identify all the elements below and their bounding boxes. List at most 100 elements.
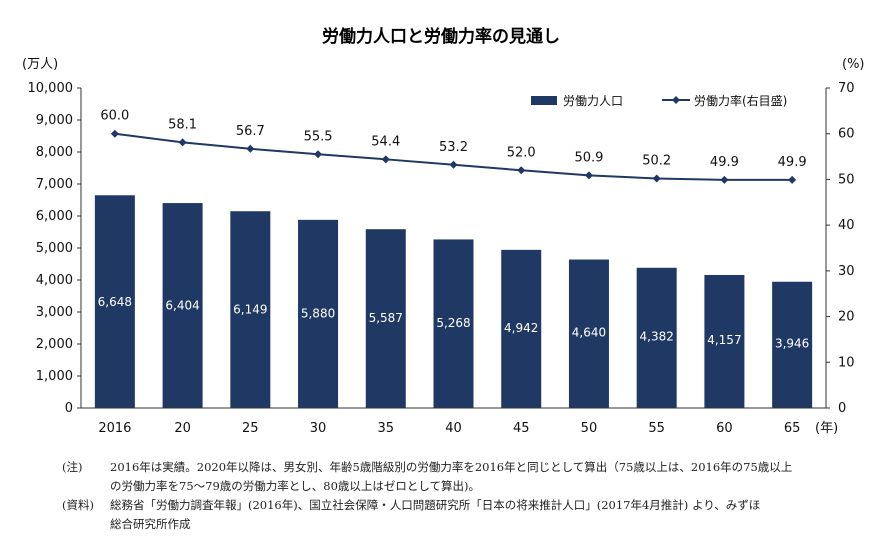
- bar-value-label: 5,880: [301, 307, 335, 321]
- note-body: 2016年は実績。2020年以降は、男女別、年齢5歳階級別の労働力率を2016年…: [110, 458, 862, 496]
- line-value-label: 49.9: [778, 155, 807, 170]
- line-value-label: 50.9: [574, 150, 603, 165]
- footnotes: (注) 2016年は実績。2020年以降は、男女別、年齢5歳階級別の労働力率を2…: [62, 458, 862, 534]
- line-value-label: 55.5: [304, 129, 333, 144]
- x-tick-label: 35: [377, 421, 394, 436]
- bar: [704, 274, 745, 408]
- right-tick-label: 30: [838, 264, 855, 279]
- x-tick-label: 40: [445, 421, 462, 436]
- line-value-label: 50.2: [642, 154, 671, 169]
- legend-line-label: 労働力率(右目盛): [694, 93, 787, 108]
- left-tick-label: 4,000: [36, 273, 73, 288]
- x-axis-unit: (年): [815, 421, 838, 436]
- line-value-label: 53.2: [439, 140, 468, 155]
- line-value-label: 54.4: [371, 134, 400, 149]
- bar-value-label: 4,382: [640, 330, 674, 344]
- x-tick-label: 55: [648, 421, 665, 436]
- bar-value-label: 5,587: [369, 311, 403, 325]
- x-tick-label: 50: [581, 421, 598, 436]
- line-marker: [381, 155, 390, 164]
- bar-data-labels: 6,648 6,404 6,149 5,880 5,587 5,268 4,942 4,640…: [98, 295, 810, 351]
- line-value-label: 60.0: [100, 109, 129, 124]
- source-row: (資料) 総務省「労働力調査年報」(2016年)、国立社会保障・人口問題研究所「…: [62, 496, 862, 534]
- line-marker: [584, 171, 593, 180]
- x-tick-label: 45: [513, 421, 530, 436]
- source-line: 総務省「労働力調査年報」(2016年)、国立社会保障・人口問題研究所「日本の将来…: [110, 498, 761, 512]
- legend: 労働力人口 労働力率(右目盛): [531, 93, 787, 108]
- x-tick-label: 20: [174, 421, 191, 436]
- bar: [230, 211, 271, 408]
- bar: [772, 281, 813, 408]
- x-tick-label: 30: [310, 421, 327, 436]
- left-tick-label: 8,000: [36, 145, 73, 160]
- line-value-label: 52.0: [507, 145, 536, 160]
- bar: [636, 267, 677, 408]
- right-axis-ticks: 70 60 50 40 30 20 10 0: [826, 81, 855, 416]
- line-marker: [720, 175, 729, 184]
- line-value-label: 58.1: [168, 117, 197, 132]
- line-marker: [449, 160, 458, 169]
- source-line: 総合研究所作成: [110, 517, 191, 531]
- right-tick-label: 40: [838, 218, 855, 233]
- right-tick-label: 60: [838, 127, 855, 142]
- note-line: 2016年は実績。2020年以降は、男女別、年齢5歳階級別の労働力率を2016年…: [110, 460, 793, 474]
- bar: [298, 219, 339, 408]
- left-tick-label: 0: [65, 401, 73, 416]
- x-axis-ticks: 2016 20 25 30 35 40 45 50 55 60 65: [98, 421, 800, 436]
- bar: [433, 239, 474, 408]
- right-axis-unit: (%): [842, 57, 865, 72]
- left-tick-label: 1,000: [36, 369, 73, 384]
- source-head: (資料): [62, 498, 94, 512]
- left-tick-label: 9,000: [36, 113, 73, 128]
- line-marker: [110, 129, 119, 138]
- x-tick-label: 2016: [98, 421, 131, 436]
- bar-value-label: 5,268: [436, 316, 470, 330]
- line-marker: [652, 174, 661, 183]
- left-tick-label: 3,000: [36, 305, 73, 320]
- left-tick-label: 10,000: [28, 81, 74, 96]
- x-tick-label: 60: [716, 421, 733, 436]
- bar-value-label: 4,157: [707, 333, 741, 347]
- line-marker: [517, 166, 526, 175]
- legend-line-marker: [672, 96, 680, 104]
- left-tick-label: 6,000: [36, 209, 73, 224]
- line-value-label: 56.7: [236, 124, 265, 139]
- note-head: (注): [62, 460, 83, 474]
- line-value-label: 49.9: [710, 155, 739, 170]
- right-tick-label: 20: [838, 310, 855, 325]
- left-axis-ticks: 10,000 9,000 8,000 7,000 6,000 5,000 4,000 3,00…: [28, 81, 81, 416]
- line-series: [110, 129, 797, 184]
- x-tick-label: 65: [784, 421, 801, 436]
- bar-value-label: 6,404: [165, 299, 199, 313]
- bar: [94, 195, 135, 408]
- left-axis-unit: (万人): [22, 57, 58, 72]
- left-tick-label: 7,000: [36, 177, 73, 192]
- legend-bar-swatch: [531, 96, 557, 105]
- bar: [568, 259, 609, 408]
- right-tick-label: 70: [838, 81, 855, 96]
- right-tick-label: 10: [838, 355, 855, 370]
- note-row: (注) 2016年は実績。2020年以降は、男女別、年齢5歳階級別の労働力率を2…: [62, 458, 862, 496]
- bar-value-label: 4,640: [572, 326, 606, 340]
- left-tick-label: 2,000: [36, 337, 73, 352]
- line-data-labels: 60.0 58.1 56.7 55.5 54.4 53.2 52.0 50.9 50.2 49.9…: [100, 109, 806, 170]
- bar-series: [94, 195, 813, 408]
- legend-bar-label: 労働力人口: [563, 94, 623, 108]
- line-marker: [788, 175, 797, 184]
- x-tick-label: 25: [242, 421, 259, 436]
- line-marker: [246, 144, 255, 153]
- line-marker: [314, 150, 323, 159]
- line-marker: [178, 138, 187, 147]
- chart: 労働力人口と労働力率の見通し (万人) (%) (年) 10,000 9,000 8…: [22, 26, 865, 436]
- bar: [365, 229, 406, 408]
- left-tick-label: 5,000: [36, 241, 73, 256]
- bar: [501, 249, 542, 408]
- chart-title: 労働力人口と労働力率の見通し: [322, 26, 560, 47]
- bar-value-label: 6,149: [233, 303, 267, 317]
- bar-value-label: 4,942: [504, 321, 538, 335]
- bar-value-label: 3,946: [775, 336, 809, 350]
- right-tick-label: 0: [838, 401, 846, 416]
- bar-value-label: 6,648: [98, 295, 132, 309]
- right-tick-label: 50: [838, 172, 855, 187]
- bar: [162, 203, 203, 408]
